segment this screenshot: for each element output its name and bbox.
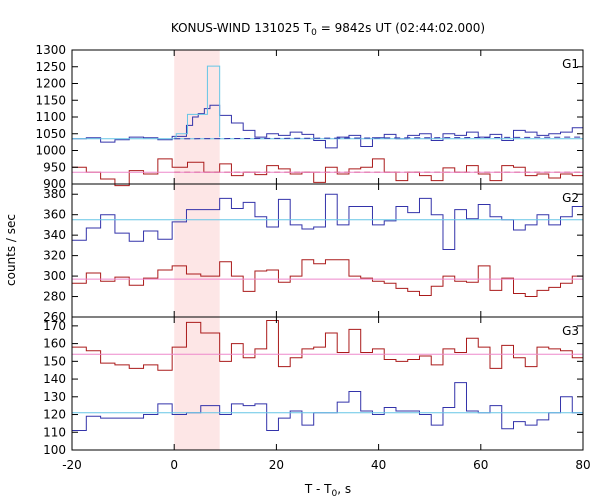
x-tick-label: 60 [473,458,488,472]
x-tick-label: 80 [575,458,590,472]
series-g1-red-step [72,158,584,187]
highlight-region [174,50,220,450]
y-tick-label: 110 [43,425,66,439]
y-tick-label: 130 [43,390,66,404]
panel-frame-g2 [71,183,584,318]
y-tick-label: 140 [43,372,66,386]
x-tick-label: 20 [269,458,284,472]
chart-title: KONUS-WIND 131025 T0 = 9842s UT (02:44:0… [171,21,485,38]
panel-frame-g1 [71,49,584,185]
y-tick-label: 1150 [35,93,66,107]
panel-label-g2: G2 [562,191,579,205]
y-tick-label: 1300 [35,43,66,57]
y-tick-label: 950 [43,160,66,174]
series-g1-navy-mean-dashed [174,136,584,140]
panel-label-g3: G3 [562,324,579,338]
panel-label-g1: G1 [562,57,579,71]
y-tick-label: 170 [43,319,66,333]
y-tick-label: 320 [43,249,66,263]
series-g3-blue-step [72,382,584,431]
x-tick-label: -20 [62,458,82,472]
y-tick-label: 120 [43,408,66,422]
y-tick-label: 380 [43,187,66,201]
y-tick-label: 1050 [35,127,66,141]
y-tick-label: 1200 [35,77,66,91]
y-tick-label: 160 [43,337,66,351]
y-tick-label: 150 [43,354,66,368]
x-axis-label: T - T0, s [304,482,351,499]
series-g1-cyan-step [174,65,221,138]
series-g1-blue-step [72,104,584,149]
y-tick-label: 1000 [35,144,66,158]
y-tick-label: 900 [43,177,66,191]
series-g2-blue-step [72,193,584,250]
x-tick-label: 40 [371,458,386,472]
y-tick-label: 300 [43,269,66,283]
panel-frame-g3 [71,316,584,451]
y-axis-label: counts / sec [4,214,18,286]
series-g2-red-step [72,259,584,298]
series-g3-red-step [72,320,584,371]
y-tick-label: 360 [43,208,66,222]
y-tick-label: 1100 [35,110,66,124]
y-tick-label: 340 [43,228,66,242]
y-tick-label: 100 [43,443,66,457]
y-tick-label: 260 [43,310,66,324]
y-tick-label: 1250 [35,60,66,74]
x-tick-label: 0 [170,458,178,472]
y-tick-label: 280 [43,290,66,304]
